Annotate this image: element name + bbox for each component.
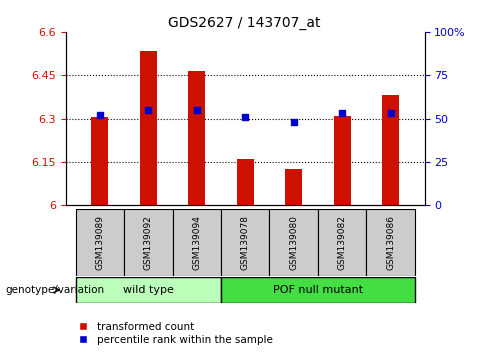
Bar — [334, 116, 351, 205]
Text: GSM139086: GSM139086 — [386, 215, 395, 270]
Text: GSM139080: GSM139080 — [289, 215, 298, 270]
Point — [144, 107, 152, 113]
Bar — [221, 209, 269, 276]
Bar — [188, 71, 205, 205]
Point — [96, 112, 104, 118]
Text: GSM139082: GSM139082 — [338, 215, 346, 270]
Point — [386, 110, 394, 116]
Text: GSM139094: GSM139094 — [192, 215, 201, 270]
Bar — [237, 159, 254, 205]
Text: wild type: wild type — [123, 285, 174, 295]
Text: POF null mutant: POF null mutant — [273, 285, 363, 295]
Bar — [76, 209, 124, 276]
Point — [193, 107, 201, 113]
Bar — [76, 277, 221, 303]
Text: GDS2627 / 143707_at: GDS2627 / 143707_at — [168, 16, 320, 30]
Text: GSM139092: GSM139092 — [144, 215, 153, 270]
Point — [290, 119, 298, 125]
Bar — [285, 169, 302, 205]
Bar — [366, 209, 415, 276]
Text: GSM139078: GSM139078 — [241, 215, 250, 270]
Text: genotype/variation: genotype/variation — [5, 285, 104, 295]
Bar — [318, 209, 366, 276]
Legend: transformed count, percentile rank within the sample: transformed count, percentile rank withi… — [69, 317, 277, 349]
Text: GSM139089: GSM139089 — [95, 215, 104, 270]
Bar — [91, 117, 108, 205]
Bar — [140, 51, 157, 205]
Bar — [221, 277, 415, 303]
Bar — [269, 209, 318, 276]
Point — [242, 114, 249, 120]
Bar — [173, 209, 221, 276]
Bar — [124, 209, 173, 276]
Bar — [382, 96, 399, 205]
Point — [338, 110, 346, 116]
